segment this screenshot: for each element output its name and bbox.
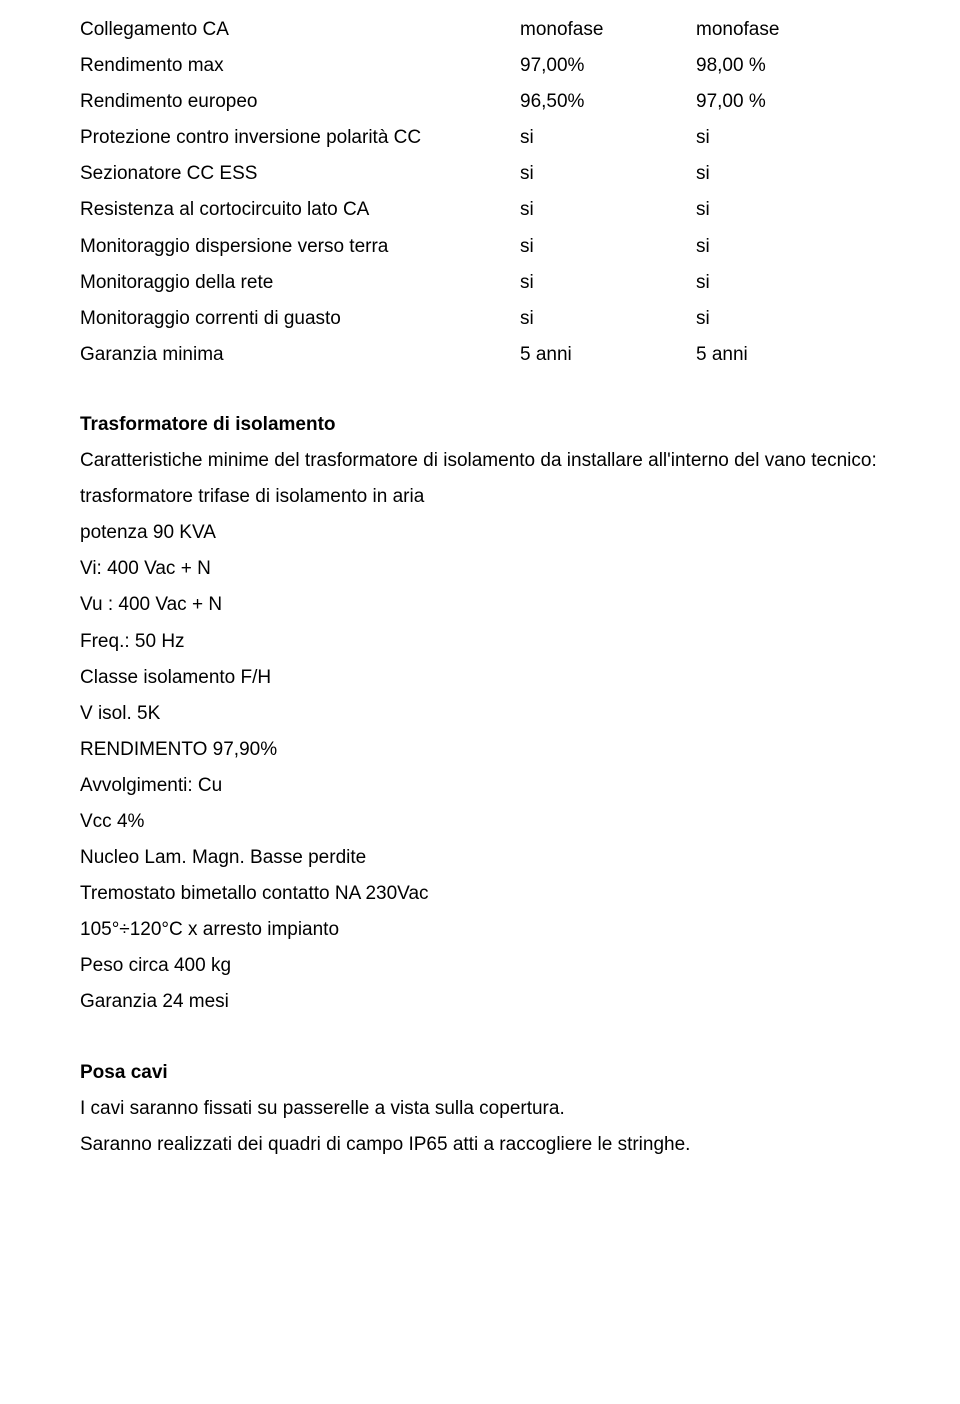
transformer-line: Peso circa 400 kg — [80, 948, 880, 984]
cell-label: Collegamento CA — [80, 12, 520, 48]
table-row: Rendimento max 97,00% 98,00 % — [80, 48, 880, 84]
cell-label: Monitoraggio dispersione verso terra — [80, 229, 520, 265]
cell-c1: si — [520, 229, 696, 265]
cell-c1: si — [520, 192, 696, 228]
cell-c1: si — [520, 265, 696, 301]
transformer-line: Avvolgimenti: Cu — [80, 768, 880, 804]
transformer-line: Tremostato bimetallo contatto NA 230Vac — [80, 876, 880, 912]
table-row: Sezionatore CC ESS si si — [80, 156, 880, 192]
transformer-line: RENDIMENTO 97,90% — [80, 732, 880, 768]
cell-c2: si — [696, 156, 880, 192]
cell-c1: 96,50% — [520, 84, 696, 120]
table-row: Garanzia minima 5 anni 5 anni — [80, 337, 880, 373]
cell-label: Rendimento europeo — [80, 84, 520, 120]
table-row: Monitoraggio dispersione verso terra si … — [80, 229, 880, 265]
cell-label: Sezionatore CC ESS — [80, 156, 520, 192]
cell-label: Resistenza al cortocircuito lato CA — [80, 192, 520, 228]
cell-label: Rendimento max — [80, 48, 520, 84]
cell-c1: si — [520, 156, 696, 192]
transformer-line: trasformatore trifase di isolamento in a… — [80, 479, 880, 515]
transformer-line: Caratteristiche minime del trasformatore… — [80, 443, 880, 479]
cell-c2: 97,00 % — [696, 84, 880, 120]
cell-label: Monitoraggio correnti di guasto — [80, 301, 520, 337]
table-row: Collegamento CA monofase monofase — [80, 12, 880, 48]
cell-label: Monitoraggio della rete — [80, 265, 520, 301]
cell-c2: 5 anni — [696, 337, 880, 373]
cables-line: Saranno realizzati dei quadri di campo I… — [80, 1127, 880, 1163]
cell-label: Garanzia minima — [80, 337, 520, 373]
transformer-line: Freq.: 50 Hz — [80, 624, 880, 660]
cell-c1: monofase — [520, 12, 696, 48]
cell-c2: si — [696, 265, 880, 301]
cell-c2: monofase — [696, 12, 880, 48]
transformer-line: Vcc 4% — [80, 804, 880, 840]
cell-c1: si — [520, 120, 696, 156]
transformer-line: Vu : 400 Vac + N — [80, 587, 880, 623]
cell-c2: si — [696, 120, 880, 156]
cables-section: Posa cavi I cavi saranno fissati su pass… — [80, 1055, 880, 1163]
cell-c1: 97,00% — [520, 48, 696, 84]
cell-c1: si — [520, 301, 696, 337]
cell-c2: si — [696, 229, 880, 265]
transformer-line: Vi: 400 Vac + N — [80, 551, 880, 587]
cables-heading: Posa cavi — [80, 1055, 880, 1091]
transformer-line: 105°÷120°C x arresto impianto — [80, 912, 880, 948]
cell-label: Protezione contro inversione polarità CC — [80, 120, 520, 156]
transformer-line: Garanzia 24 mesi — [80, 984, 880, 1020]
transformer-line: V isol. 5K — [80, 696, 880, 732]
table-row: Resistenza al cortocircuito lato CA si s… — [80, 192, 880, 228]
specs-table: Collegamento CA monofase monofase Rendim… — [80, 12, 880, 373]
cell-c1: 5 anni — [520, 337, 696, 373]
transformer-line: Nucleo Lam. Magn. Basse perdite — [80, 840, 880, 876]
cell-c2: si — [696, 192, 880, 228]
transformer-line: Classe isolamento F/H — [80, 660, 880, 696]
transformer-section: Trasformatore di isolamento Caratteristi… — [80, 407, 880, 1021]
table-row: Rendimento europeo 96,50% 97,00 % — [80, 84, 880, 120]
cell-c2: si — [696, 301, 880, 337]
transformer-line: potenza 90 KVA — [80, 515, 880, 551]
table-row: Monitoraggio correnti di guasto si si — [80, 301, 880, 337]
table-row: Protezione contro inversione polarità CC… — [80, 120, 880, 156]
cell-c2: 98,00 % — [696, 48, 880, 84]
transformer-heading: Trasformatore di isolamento — [80, 407, 880, 443]
cables-line: I cavi saranno fissati su passerelle a v… — [80, 1091, 880, 1127]
table-row: Monitoraggio della rete si si — [80, 265, 880, 301]
